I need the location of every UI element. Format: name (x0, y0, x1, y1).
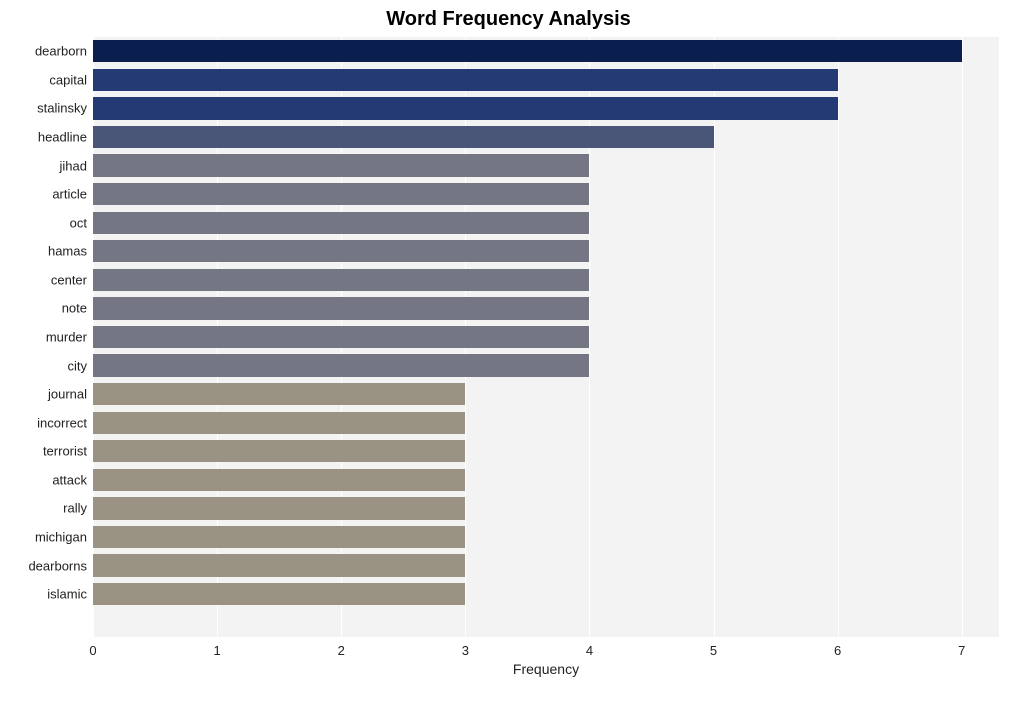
bar (93, 583, 465, 605)
x-axis-tick: 0 (89, 643, 96, 658)
grid-vertical-line (838, 37, 839, 637)
x-axis-tick: 1 (213, 643, 220, 658)
bar (93, 383, 465, 405)
plot-area: dearborncapitalstalinskyheadlinejihadart… (93, 37, 999, 637)
y-axis-label: center (51, 272, 93, 287)
y-axis-label: jihad (60, 158, 93, 173)
y-axis-label: islamic (47, 587, 93, 602)
x-axis-tick: 2 (338, 643, 345, 658)
bar (93, 154, 589, 176)
bar (93, 183, 589, 205)
x-axis: Frequency 01234567 (93, 637, 999, 677)
x-axis-tick: 4 (586, 643, 593, 658)
y-axis-label: incorrect (37, 415, 93, 430)
x-axis-tick: 6 (834, 643, 841, 658)
y-axis-label: terrorist (43, 444, 93, 459)
bar (93, 69, 838, 91)
bar (93, 412, 465, 434)
word-frequency-chart: Word Frequency Analysis dearborncapitals… (0, 0, 1029, 701)
y-axis-label: headline (38, 130, 93, 145)
bar (93, 469, 465, 491)
y-axis-label: murder (46, 330, 93, 345)
bar (93, 269, 589, 291)
y-axis-label: note (62, 301, 93, 316)
bar (93, 554, 465, 576)
bar (93, 354, 589, 376)
y-axis-label: michigan (35, 530, 93, 545)
y-axis-label: city (68, 358, 94, 373)
bar (93, 97, 838, 119)
bar (93, 326, 589, 348)
bar (93, 440, 465, 462)
grid-vertical-line (962, 37, 963, 637)
grid-band (93, 608, 999, 637)
y-axis-label: dearborn (35, 44, 93, 59)
bar (93, 497, 465, 519)
chart-title: Word Frequency Analysis (8, 8, 1009, 31)
y-axis-label: article (52, 187, 93, 202)
x-axis-title: Frequency (513, 661, 579, 677)
y-axis-label: attack (52, 472, 93, 487)
bar (93, 212, 589, 234)
bar (93, 297, 589, 319)
bar (93, 40, 962, 62)
bar (93, 126, 714, 148)
y-axis-label: dearborns (28, 558, 93, 573)
y-axis-label: journal (48, 387, 93, 402)
x-axis-tick: 5 (710, 643, 717, 658)
y-axis-label: oct (70, 215, 93, 230)
y-axis-label: hamas (48, 244, 93, 259)
bar (93, 526, 465, 548)
y-axis-label: stalinsky (37, 101, 93, 116)
x-axis-tick: 7 (958, 643, 965, 658)
grid-vertical-line (714, 37, 715, 637)
y-axis-label: capital (49, 72, 93, 87)
y-axis-label: rally (63, 501, 93, 516)
x-axis-tick: 3 (462, 643, 469, 658)
bar (93, 240, 589, 262)
